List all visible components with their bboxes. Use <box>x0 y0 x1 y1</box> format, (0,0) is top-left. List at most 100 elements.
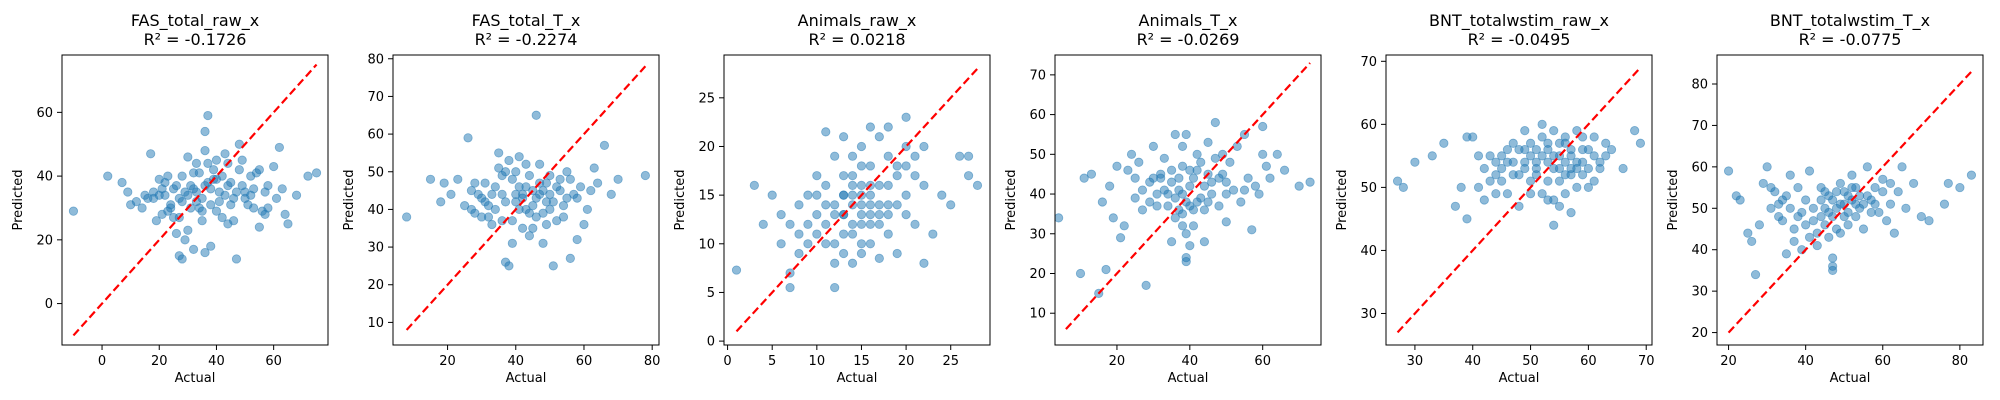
data-point <box>490 182 500 192</box>
data-point <box>830 258 840 268</box>
reference-line <box>735 67 979 333</box>
chart-subtitle: R² = -0.1726 <box>144 30 247 49</box>
reference-line <box>1396 66 1642 334</box>
data-point <box>839 190 849 200</box>
data-point <box>521 204 531 215</box>
data-point <box>1152 189 1162 199</box>
data-point <box>1870 182 1880 193</box>
data-point <box>1228 185 1239 195</box>
data-point <box>1589 132 1599 142</box>
data-point <box>1221 189 1231 199</box>
x-tick-label: 60 <box>1254 354 1271 369</box>
data-point <box>1479 163 1489 174</box>
data-point <box>865 190 875 200</box>
data-point <box>1578 144 1588 155</box>
data-point <box>613 174 623 184</box>
data-point <box>1606 144 1617 155</box>
data-point <box>283 219 293 229</box>
data-point <box>1804 232 1815 242</box>
data-point <box>1112 161 1122 171</box>
data-point <box>1137 185 1148 195</box>
data-point <box>1578 157 1588 167</box>
data-point <box>171 228 182 239</box>
scatter-points <box>402 110 650 271</box>
data-point <box>803 239 813 249</box>
data-point <box>194 168 204 178</box>
data-point <box>1502 157 1513 167</box>
data-point <box>847 258 858 268</box>
x-tick-label: 70 <box>1638 354 1655 369</box>
data-point <box>517 223 528 233</box>
data-point <box>269 161 279 172</box>
y-tick-label: 20 <box>1691 326 1708 341</box>
data-point <box>148 193 159 204</box>
data-point <box>197 216 207 226</box>
data-point <box>1130 193 1140 203</box>
data-point <box>1851 199 1861 209</box>
data-point <box>1485 151 1495 161</box>
data-point <box>1766 182 1776 193</box>
data-point <box>562 167 572 177</box>
y-tick-label: 30 <box>1029 227 1046 242</box>
data-point <box>271 193 282 204</box>
data-point <box>1808 203 1818 213</box>
data-point <box>847 180 858 190</box>
x-tick-label: 20 <box>439 354 456 369</box>
data-point <box>1159 153 1169 163</box>
data-point <box>767 190 777 200</box>
y-tick-label: 80 <box>367 52 384 67</box>
data-point <box>1130 173 1140 183</box>
data-point <box>1789 236 1799 247</box>
data-point <box>1758 178 1768 189</box>
x-tick-label: 40 <box>208 354 225 369</box>
chart-panel-2: 20 40 60 80 10 20 30 40 50 60 70 80 FAS_total_T_xR² … <box>342 11 660 386</box>
data-point <box>1893 187 1903 197</box>
axes-frame <box>1385 54 1653 346</box>
data-point <box>847 171 858 181</box>
data-point <box>1177 189 1188 199</box>
data-point <box>507 174 517 184</box>
chart-title: BNT_totalwstim_raw_x <box>1429 11 1609 31</box>
data-point <box>1543 195 1553 205</box>
data-point <box>521 159 531 169</box>
data-point <box>1828 265 1838 276</box>
data-point <box>572 193 582 203</box>
data-point <box>1126 149 1137 159</box>
data-point <box>856 200 867 210</box>
data-point <box>892 171 902 181</box>
data-point <box>206 200 216 210</box>
data-point <box>1119 221 1129 231</box>
data-point <box>1943 178 1953 189</box>
data-point <box>1185 201 1195 211</box>
data-point <box>856 248 867 259</box>
data-point <box>1185 181 1195 191</box>
data-point <box>1243 173 1253 183</box>
data-point <box>214 196 224 207</box>
x-tick-label: 60 <box>265 354 282 369</box>
y-axis-label: Predicted <box>1335 169 1350 230</box>
x-tick-label: 40 <box>507 354 524 369</box>
data-point <box>1566 208 1576 218</box>
data-point <box>1177 141 1188 151</box>
data-point <box>531 110 541 120</box>
data-point <box>803 219 813 229</box>
data-point <box>1163 201 1173 211</box>
data-point <box>249 184 259 194</box>
data-point <box>203 158 213 168</box>
data-point <box>197 206 207 216</box>
data-point <box>839 229 849 239</box>
data-point <box>874 219 884 229</box>
data-point <box>538 238 548 248</box>
x-axis-label: Actual <box>1830 371 1871 386</box>
y-tick-label: 30 <box>1691 285 1708 300</box>
data-point <box>910 151 920 161</box>
data-point <box>524 231 535 241</box>
data-point <box>847 229 858 239</box>
data-point <box>171 181 182 191</box>
data-point <box>1878 174 1888 184</box>
data-point <box>901 210 911 220</box>
data-point <box>535 159 545 169</box>
x-axis-label: Actual <box>1168 371 1209 386</box>
data-point <box>1148 141 1158 151</box>
data-point <box>785 219 795 229</box>
